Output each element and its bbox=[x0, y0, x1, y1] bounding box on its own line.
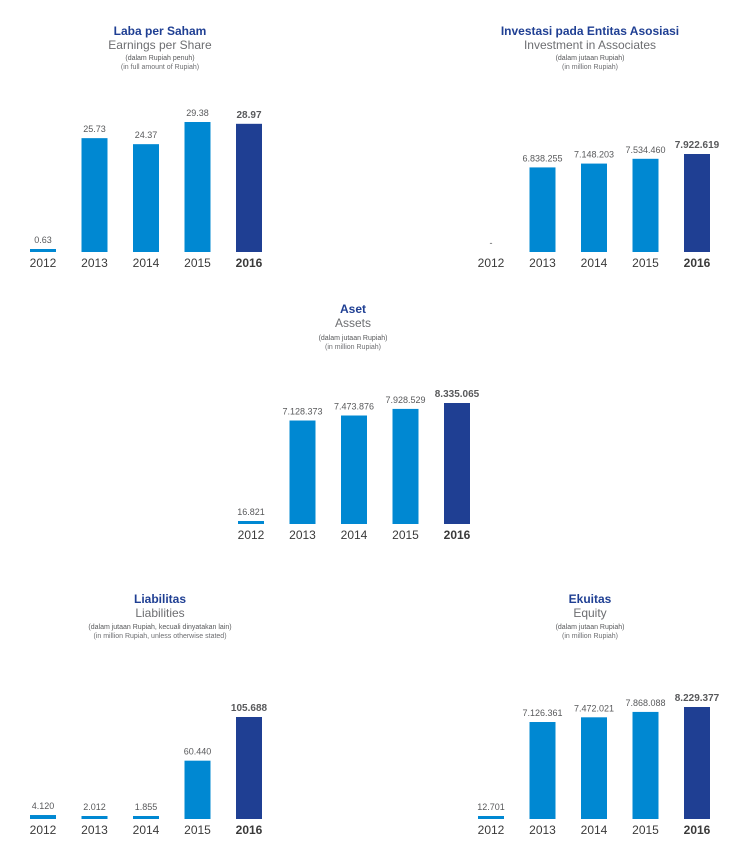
year-label-equity-2013: 2013 bbox=[529, 823, 556, 837]
year-label-assets-2016: 2016 bbox=[444, 528, 471, 542]
year-label-associates-2014: 2014 bbox=[581, 256, 608, 270]
year-label-liabilities-2013: 2013 bbox=[81, 823, 108, 837]
year-label-associates-2015: 2015 bbox=[632, 256, 659, 270]
value-label-liabilities-2014: 1.855 bbox=[135, 802, 158, 812]
bar-equity-2014 bbox=[581, 717, 607, 819]
year-label-liabilities-2015: 2015 bbox=[184, 823, 211, 837]
bar-equity-2013 bbox=[529, 722, 556, 819]
bar-assets-2013 bbox=[289, 420, 316, 524]
year-label-liabilities-2012: 2012 bbox=[30, 823, 57, 837]
year-label-eps-2014: 2014 bbox=[133, 256, 160, 270]
year-label-assets-2015: 2015 bbox=[392, 528, 419, 542]
value-label-assets-2014: 7.473.876 bbox=[334, 402, 374, 412]
bar-eps-2012 bbox=[30, 249, 56, 252]
year-label-eps-2012: 2012 bbox=[30, 256, 57, 270]
value-label-equity-2014: 7.472.021 bbox=[574, 703, 614, 713]
chart-unit-id: (dalam jutaan Rupiah) bbox=[555, 55, 625, 62]
chart-subtitle: Assets bbox=[334, 316, 371, 330]
chart-unit-id: (dalam jutaan Rupiah) bbox=[318, 335, 388, 342]
value-label-liabilities-2012: 4.120 bbox=[32, 801, 55, 811]
bar-liabilities-2014 bbox=[133, 816, 159, 819]
year-label-associates-2016: 2016 bbox=[684, 256, 711, 270]
value-label-equity-2015: 7.868.088 bbox=[625, 698, 665, 708]
bar-equity-2015 bbox=[632, 711, 659, 819]
value-label-equity-2012: 12.701 bbox=[477, 802, 505, 812]
chart-subtitle: Earnings per Share bbox=[108, 38, 212, 52]
value-label-associates-2013: 6.838.255 bbox=[522, 153, 562, 163]
value-label-liabilities-2015: 60.440 bbox=[184, 747, 212, 757]
bar-eps-2016 bbox=[236, 123, 262, 253]
year-label-assets-2013: 2013 bbox=[289, 528, 316, 542]
bar-equity-2012 bbox=[478, 816, 504, 819]
bar-assets-2015 bbox=[392, 408, 419, 524]
year-label-assets-2012: 2012 bbox=[238, 528, 265, 542]
value-label-liabilities-2016: 105.688 bbox=[231, 703, 268, 714]
bar-equity-2016 bbox=[684, 707, 710, 819]
year-label-equity-2016: 2016 bbox=[684, 823, 711, 837]
chart-unit-en: (in full amount of Rupiah) bbox=[120, 64, 200, 71]
chart-title: Ekuitas bbox=[568, 592, 612, 606]
value-label-assets-2013: 7.128.373 bbox=[282, 407, 322, 417]
year-label-eps-2015: 2015 bbox=[184, 256, 211, 270]
year-label-eps-2016: 2016 bbox=[236, 256, 263, 270]
value-label-eps-2015: 29.38 bbox=[186, 108, 209, 118]
bar-assets-2012 bbox=[238, 521, 264, 524]
value-label-assets-2016: 8.335.065 bbox=[435, 389, 480, 400]
chart-title: Laba per Saham bbox=[113, 24, 207, 38]
value-label-eps-2016: 28.97 bbox=[236, 110, 261, 121]
bar-liabilities-2013 bbox=[81, 816, 108, 819]
value-label-equity-2016: 8.229.377 bbox=[675, 693, 720, 704]
chart-subtitle: Equity bbox=[573, 606, 607, 620]
value-label-associates-2015: 7.534.460 bbox=[625, 145, 665, 155]
year-label-assets-2014: 2014 bbox=[341, 528, 368, 542]
chart-unit-id: (dalam jutaan Rupiah) bbox=[555, 624, 625, 631]
chart-subtitle: Investment in Associates bbox=[523, 38, 657, 52]
year-label-liabilities-2014: 2014 bbox=[133, 823, 160, 837]
value-label-equity-2013: 7.126.361 bbox=[522, 708, 562, 718]
year-label-equity-2014: 2014 bbox=[581, 823, 608, 837]
year-label-equity-2015: 2015 bbox=[632, 823, 659, 837]
bar-eps-2013 bbox=[81, 138, 108, 252]
year-label-associates-2012: 2012 bbox=[478, 256, 505, 270]
chart-unit-en: (in million Rupiah, unless otherwise sta… bbox=[93, 633, 227, 640]
value-label-associates-2012: - bbox=[490, 238, 493, 248]
value-label-liabilities-2013: 2.012 bbox=[83, 802, 106, 812]
chart-unit-en: (in million Rupiah) bbox=[324, 344, 382, 351]
value-label-eps-2014: 24.37 bbox=[135, 130, 158, 140]
bar-assets-2014 bbox=[341, 415, 367, 524]
chart-subtitle: Liabilities bbox=[135, 606, 185, 620]
chart-unit-en: (in million Rupiah) bbox=[561, 633, 619, 640]
year-label-eps-2013: 2013 bbox=[81, 256, 108, 270]
chart-title: Investasi pada Entitas Asosiasi bbox=[500, 24, 680, 38]
bar-liabilities-2012 bbox=[30, 815, 56, 819]
bar-associates-2014 bbox=[581, 163, 607, 252]
value-label-associates-2016: 7.922.619 bbox=[675, 140, 720, 151]
bar-eps-2014 bbox=[133, 144, 159, 252]
bar-associates-2013 bbox=[529, 167, 556, 252]
chart-unit-id: (dalam jutaan Rupiah, kecuali dinyatakan… bbox=[88, 624, 232, 631]
value-label-associates-2014: 7.148.203 bbox=[574, 150, 614, 160]
bar-associates-2016 bbox=[684, 154, 710, 252]
value-label-eps-2013: 25.73 bbox=[83, 124, 106, 134]
year-label-associates-2013: 2013 bbox=[529, 256, 556, 270]
chart-unit-en: (in million Rupiah) bbox=[561, 64, 619, 71]
bar-assets-2016 bbox=[444, 403, 470, 524]
value-label-assets-2015: 7.928.529 bbox=[385, 395, 425, 405]
year-label-equity-2012: 2012 bbox=[478, 823, 505, 837]
bar-liabilities-2016 bbox=[236, 717, 262, 819]
bar-liabilities-2015 bbox=[184, 760, 211, 819]
year-label-liabilities-2016: 2016 bbox=[236, 823, 263, 837]
chart-title: Aset bbox=[339, 302, 366, 316]
chart-unit-id: (dalam Rupiah penuh) bbox=[125, 55, 195, 62]
chart-title: Liabilitas bbox=[133, 592, 186, 606]
value-label-assets-2012: 16.821 bbox=[237, 507, 265, 517]
value-label-eps-2012: 0.63 bbox=[34, 235, 52, 245]
bar-eps-2015 bbox=[184, 122, 211, 252]
bar-associates-2015 bbox=[632, 158, 659, 252]
